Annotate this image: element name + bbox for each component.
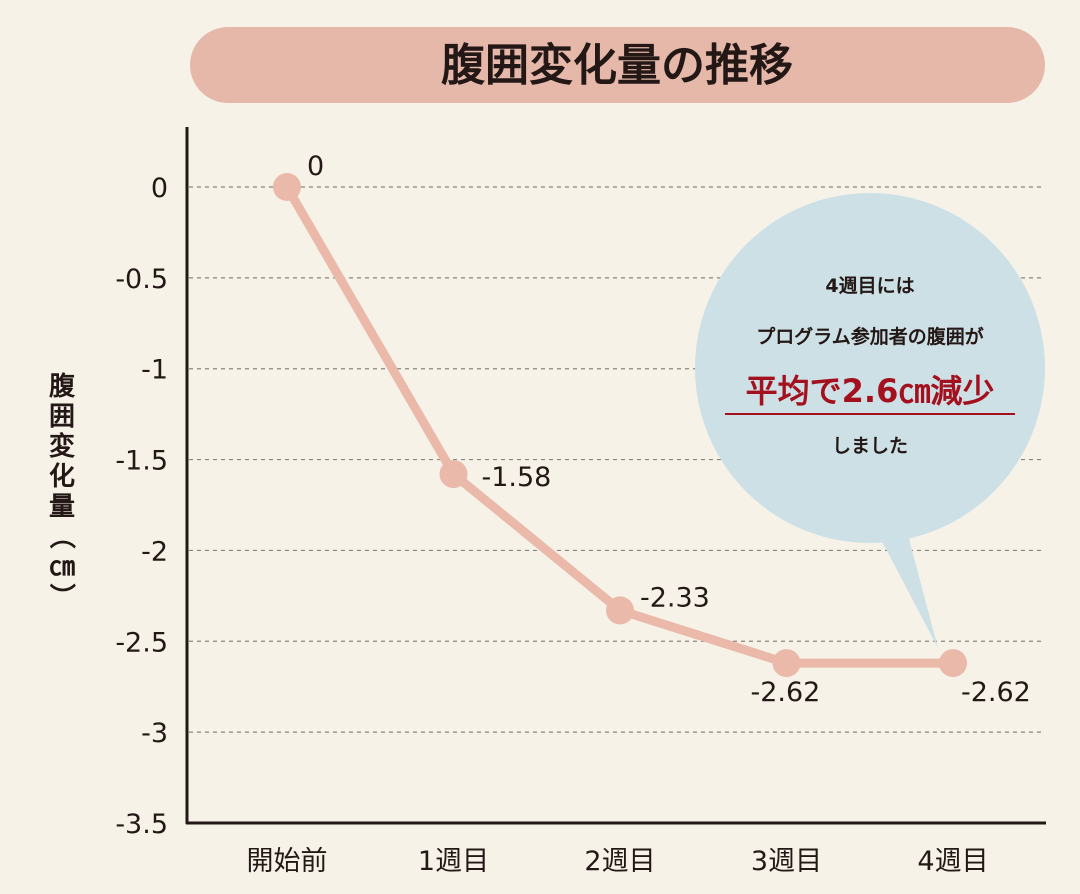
x-tick-label: 3週目 <box>751 846 822 877</box>
data-point <box>439 460 468 489</box>
x-tick-label: 2週目 <box>584 846 655 877</box>
y-axis-label: 腹囲変化量（ ㎝） <box>46 371 76 609</box>
data-label: -2.33 <box>640 582 710 613</box>
y-axis-label-char: 変 <box>49 431 75 462</box>
y-tick-label: -2.5 <box>115 627 168 658</box>
y-tick-label: -3 <box>141 718 168 749</box>
title-band <box>190 27 1045 103</box>
y-tick-label: -2 <box>141 536 168 567</box>
y-tick-label: -1 <box>141 355 168 386</box>
data-label: -2.62 <box>961 677 1031 708</box>
callout-tail <box>876 520 938 648</box>
data-label: -1.58 <box>482 462 552 493</box>
y-axis-label-char: 腹 <box>48 371 76 402</box>
chart-title: 腹囲変化量の推移 <box>441 40 793 91</box>
y-tick-label: -3.5 <box>115 809 168 840</box>
callout-line4: しました <box>832 435 908 457</box>
y-axis-label-char: ） <box>46 583 76 609</box>
y-axis-label-char: （ <box>46 523 76 549</box>
series-line-group <box>273 173 967 678</box>
data-point <box>273 173 301 201</box>
x-tick-labels: 開始前 1週目 2週目 3週目 4週目 <box>247 846 989 877</box>
x-tick-label: 1週目 <box>418 846 489 877</box>
callout-circle <box>695 193 1045 543</box>
callout-bubble: 4週目には プログラム参加者の腹囲が 平均で2.6㎝減少 しました <box>695 193 1045 648</box>
callout-line2: プログラム参加者の腹囲が <box>756 325 983 348</box>
y-axis-label-char: ㎝ <box>49 552 75 582</box>
y-tick-labels: 0 -0.5 -1 -1.5 -2 -2.5 -3 -3.5 <box>115 173 168 840</box>
data-labels: 0 -1.58 -2.33 -2.62 -2.62 <box>307 151 1031 708</box>
callout-highlight: 平均で2.6㎝減少 <box>746 372 995 410</box>
data-point <box>939 649 967 678</box>
x-tick-label: 開始前 <box>247 846 328 877</box>
y-tick-label: -0.5 <box>115 264 168 295</box>
y-axis-label-char: 囲 <box>49 402 75 432</box>
callout-line1: 4週目には <box>825 275 914 297</box>
x-tick-label: 4週目 <box>917 846 988 877</box>
data-label: -2.62 <box>751 677 821 708</box>
data-point <box>606 596 634 625</box>
y-axis-label-char: 量 <box>49 492 75 522</box>
y-tick-label: -1.5 <box>115 446 168 477</box>
data-point <box>772 649 801 678</box>
y-axis-label-char: 化 <box>49 462 75 492</box>
data-label: 0 <box>307 151 324 182</box>
y-tick-label: 0 <box>151 173 168 204</box>
